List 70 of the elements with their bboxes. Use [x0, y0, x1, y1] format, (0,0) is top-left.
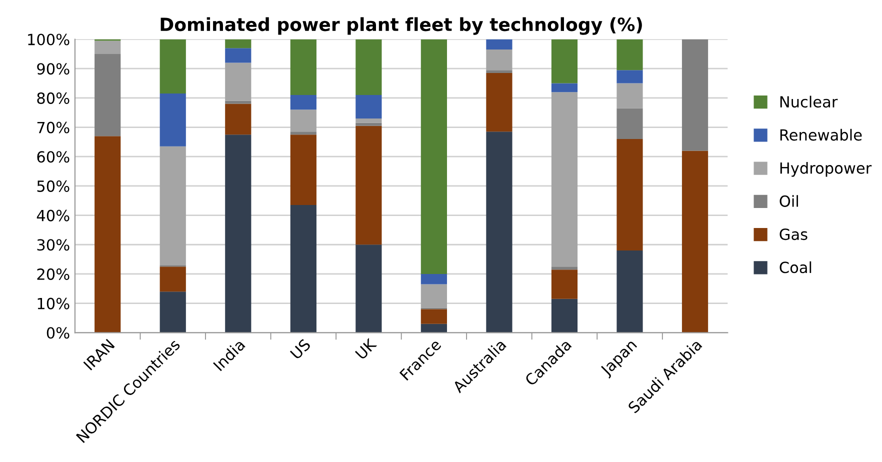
- y-tick-label: 30%: [37, 239, 70, 251]
- bar: [616, 39, 643, 70]
- y-tick-label: 60%: [37, 151, 70, 163]
- bar: [551, 270, 578, 299]
- bar: [551, 92, 578, 267]
- bar: [225, 104, 252, 135]
- bar: [160, 266, 186, 292]
- bar: [160, 39, 186, 94]
- bar: [356, 244, 382, 333]
- bar: [420, 284, 447, 308]
- y-tick-label: 70%: [37, 122, 70, 134]
- bar: [160, 146, 186, 266]
- bar: [551, 83, 578, 92]
- y-tick-label: 50%: [37, 180, 70, 192]
- bar: [616, 139, 643, 250]
- bar: [420, 39, 447, 274]
- legend-label: Nuclear: [780, 96, 838, 108]
- legend-label: Oil: [780, 195, 798, 207]
- bar: [486, 132, 512, 333]
- y-tick-label: 100%: [28, 34, 70, 46]
- x-tick-label: US: [290, 338, 312, 360]
- bar: [225, 134, 252, 333]
- legend-label: Coal: [780, 261, 812, 274]
- bar: [420, 274, 447, 284]
- x-tick-label: UK: [354, 338, 378, 360]
- bar: [551, 39, 578, 84]
- bar: [551, 266, 578, 270]
- bar: [356, 118, 382, 123]
- y-tick-label: 40%: [36, 210, 70, 222]
- bar: [290, 95, 316, 110]
- bar: [616, 250, 643, 333]
- bar: [486, 73, 512, 132]
- bar: [225, 62, 252, 101]
- bar: [225, 100, 252, 104]
- bar: [420, 324, 447, 333]
- y-tick-label: 10%: [38, 298, 70, 310]
- bar: [290, 205, 316, 333]
- bar: [290, 134, 316, 206]
- bar: [682, 150, 708, 333]
- bar: [682, 39, 708, 151]
- y-tick-label: 90%: [37, 63, 70, 75]
- bar: [356, 122, 382, 126]
- bar: [94, 40, 121, 54]
- bar: [94, 136, 121, 333]
- bar: [486, 39, 512, 50]
- bar: [356, 95, 382, 118]
- bar: [616, 83, 643, 108]
- bar: [290, 39, 316, 96]
- chart-title: Dominated power plant fleet by technology (%): [160, 17, 642, 35]
- bar: [616, 70, 643, 84]
- bar: [225, 39, 252, 48]
- y-tick-label: 80%: [37, 92, 70, 104]
- legend-label: Renewable: [780, 128, 862, 141]
- bar: [160, 94, 186, 146]
- bar: [160, 292, 186, 333]
- bar: [225, 48, 252, 63]
- bar: [420, 309, 447, 324]
- legend-label: Hydropower: [780, 162, 872, 177]
- bar: [290, 110, 316, 132]
- y-tick-label: 0%: [46, 327, 70, 339]
- bar: [551, 298, 578, 333]
- bar: [94, 54, 121, 136]
- bar: [290, 132, 316, 135]
- bar: [486, 70, 512, 74]
- bar: [356, 126, 382, 245]
- bar: [486, 50, 512, 70]
- bar: [356, 39, 382, 96]
- y-tick-label: 20%: [37, 268, 70, 280]
- bar: [616, 108, 643, 140]
- legend-label: Gas: [780, 228, 808, 240]
